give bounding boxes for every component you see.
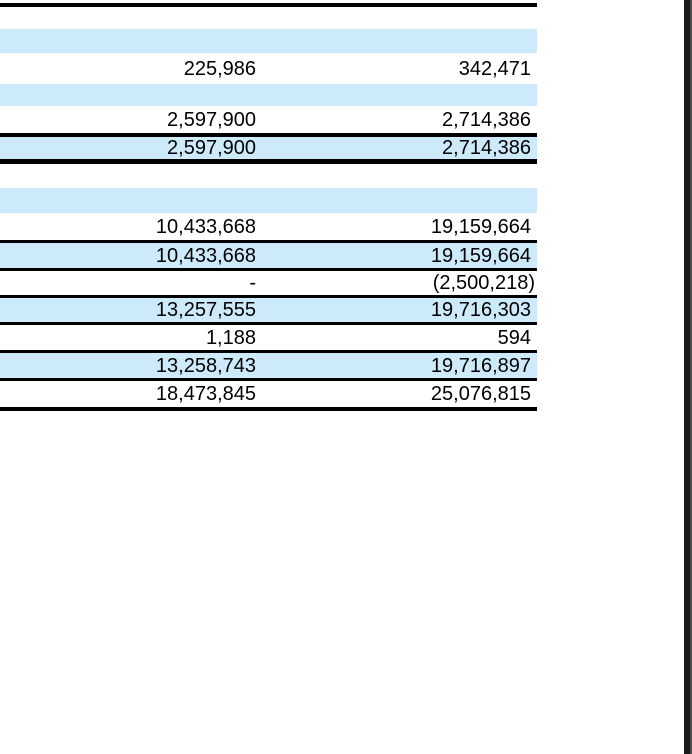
amount-cell-col2: 594 (497, 326, 531, 349)
table-rule (0, 350, 537, 353)
amount-cell-col1: 10,433,668 (155, 244, 256, 267)
table-rule-bottom (0, 407, 537, 411)
amount-cell-col1: 225,986 (183, 57, 256, 80)
amount-cell-col2: 19,159,664 (430, 215, 531, 238)
table-rule (0, 240, 537, 243)
table-row-total: 13,258,743 19,716,897 (0, 353, 537, 378)
top-margin (0, 0, 537, 3)
table-row-grand-total: 18,473,845 25,076,815 (0, 381, 537, 407)
table-row-highlight-blank (0, 84, 537, 106)
amount-cell-col1: 13,258,743 (155, 354, 256, 377)
table-rule (0, 322, 537, 325)
amount-cell-col1: - (249, 272, 256, 294)
table-row: 225,986 342,471 (0, 53, 537, 84)
table-row-total: 10,433,668 19,159,664 (0, 243, 537, 268)
amount-cell-col2: 25,076,815 (430, 383, 531, 405)
amount-cell-col1: 18,473,845 (155, 383, 256, 405)
financial-table: 225,986 342,471 2,597,900 2,714,386 2,59… (0, 0, 537, 411)
table-rule (0, 133, 537, 137)
table-row-highlight-blank (0, 188, 537, 213)
amount-cell-col2: 19,716,897 (430, 354, 531, 377)
table-row: 10,433,668 19,159,664 (0, 213, 537, 240)
amount-cell-col1: 1,188 (205, 326, 256, 349)
amount-cell-col2: 19,716,303 (430, 299, 531, 321)
table-row: 2,597,900 2,714,386 (0, 106, 537, 133)
table-rule (0, 159, 537, 164)
amount-cell-col2: 342,471 (458, 57, 531, 80)
amount-cell-col1: 10,433,668 (155, 215, 256, 238)
amount-cell-col2-negative: (2,500,218) (432, 272, 535, 294)
table-row: - (2,500,218) (0, 271, 537, 295)
amount-cell-col1: 13,257,555 (155, 299, 256, 321)
table-rule (0, 268, 537, 271)
amount-cell-col2: 2,714,386 (442, 108, 531, 131)
table-row-highlight-blank (0, 29, 537, 53)
amount-cell-col2: 19,159,664 (430, 244, 531, 267)
table-row-total: 13,257,555 19,716,303 (0, 298, 537, 322)
table-row-blank (0, 7, 537, 29)
amount-cell-col2: 2,714,386 (442, 137, 531, 159)
page-edge-divider (684, 0, 692, 754)
table-rule (0, 295, 537, 298)
amount-cell-col1: 2,597,900 (167, 108, 256, 131)
table-row-blank (0, 164, 537, 188)
table-row: 1,188 594 (0, 325, 537, 350)
amount-cell-col1: 2,597,900 (167, 137, 256, 159)
table-rule-top (0, 3, 537, 7)
table-row-total: 2,597,900 2,714,386 (0, 137, 537, 159)
table-rule (0, 378, 537, 381)
